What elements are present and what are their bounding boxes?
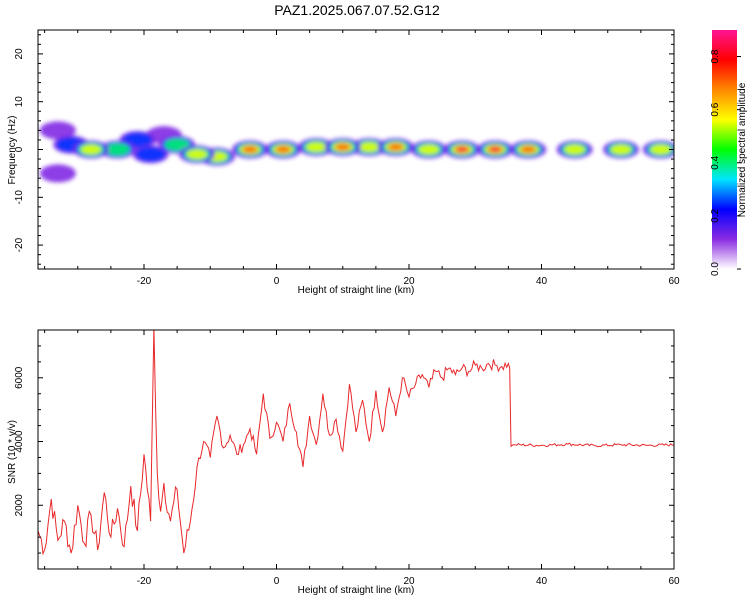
colorbar-tick-label: 0.0 bbox=[710, 262, 721, 276]
colorbar-tick-label: 0.8 bbox=[710, 49, 721, 63]
y-tick-label: 2000 bbox=[14, 494, 25, 517]
colorbar-label: Normalized spectral amplitude bbox=[737, 82, 748, 217]
x-tick-label: 0 bbox=[274, 276, 280, 287]
figure-title: PAZ1.2025.067.07.52.G12 bbox=[274, 2, 440, 18]
x-tick-label: 40 bbox=[536, 276, 548, 287]
spectral-blob bbox=[39, 121, 76, 140]
spectral-blob bbox=[80, 144, 102, 155]
spectrogram-blobs bbox=[39, 121, 674, 183]
spectrogram-panel: -20 0 20 40 60 -20 -10 0 10 20 Height of straigh… bbox=[7, 29, 680, 296]
colorbar-tick-label: 0.2 bbox=[710, 209, 721, 223]
snr-x-ticks: -20 0 20 40 60 bbox=[44, 330, 680, 587]
x-tick-label: 0 bbox=[274, 576, 280, 587]
spectrogram-x-ticks: -20 0 20 40 60 bbox=[44, 30, 680, 287]
spectral-blob bbox=[520, 145, 536, 154]
x-tick-label: 60 bbox=[668, 276, 680, 287]
spectral-blob bbox=[306, 142, 327, 153]
x-tick-label: 60 bbox=[668, 576, 680, 587]
colorbar-ticks: 0.0 0.2 0.4 0.6 0.8 bbox=[710, 49, 741, 276]
snr-panel: -20 0 20 40 60 2000 4000 6000 Height of straig… bbox=[7, 329, 680, 596]
y-tick-label: 20 bbox=[14, 48, 25, 60]
x-tick-label: 40 bbox=[536, 576, 548, 587]
x-tick-label: 20 bbox=[403, 276, 415, 287]
x-tick-label: 20 bbox=[403, 576, 415, 587]
y-tick-label: -20 bbox=[14, 237, 25, 252]
spectral-blob bbox=[650, 144, 671, 155]
spectral-blob bbox=[564, 144, 585, 155]
snr-y-label: SNR (10 * v/v) bbox=[7, 420, 18, 484]
spectral-blob bbox=[275, 145, 291, 154]
y-tick-label: 0 bbox=[14, 146, 25, 152]
colorbar: 0.0 0.2 0.4 0.6 0.8 Normalized spectral ampl… bbox=[710, 30, 748, 276]
colorbar-gradient bbox=[712, 30, 737, 269]
spectral-blob bbox=[335, 143, 351, 151]
y-tick-label: 10 bbox=[14, 96, 25, 108]
y-tick-label: -10 bbox=[14, 190, 25, 205]
x-tick-label: -20 bbox=[137, 276, 152, 287]
snr-line bbox=[38, 330, 674, 556]
snr-y-ticks: 2000 4000 6000 bbox=[14, 329, 674, 570]
y-tick-label: 4000 bbox=[14, 430, 25, 453]
spectral-blob bbox=[610, 144, 632, 155]
spectral-blob bbox=[39, 164, 76, 183]
colorbar-tick-label: 0.6 bbox=[710, 102, 721, 116]
spectrogram-y-label: Frequency (Hz) bbox=[7, 116, 18, 185]
spectral-blob bbox=[186, 149, 208, 160]
spectrogram-x-label: Height of straight line (km) bbox=[298, 285, 415, 296]
spectrogram-y-ticks: -20 -10 0 10 20 bbox=[14, 34, 674, 265]
spectral-blob bbox=[418, 144, 440, 155]
spectral-blob bbox=[457, 147, 467, 152]
spectral-blob bbox=[104, 143, 131, 156]
y-tick-label: 6000 bbox=[14, 366, 25, 389]
spectral-blob bbox=[242, 145, 258, 154]
snr-frame bbox=[37, 329, 675, 570]
spectral-blob bbox=[490, 147, 501, 152]
snr-x-label: Height of straight line (km) bbox=[298, 585, 415, 596]
colorbar-tick-label: 0.4 bbox=[710, 155, 721, 169]
spectral-blob bbox=[164, 138, 190, 152]
spectral-blob bbox=[359, 142, 380, 153]
spectral-blob bbox=[388, 143, 404, 151]
spectral-blob bbox=[135, 146, 167, 162]
x-tick-label: -20 bbox=[137, 576, 152, 587]
